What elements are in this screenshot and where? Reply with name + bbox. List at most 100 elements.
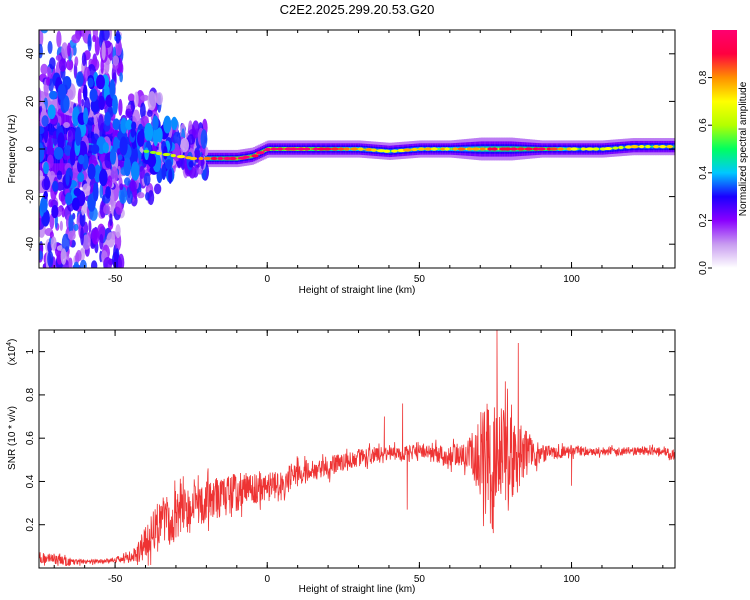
spectrogram-cell [87,163,96,180]
spectrogram-cell [56,170,63,180]
spectrogram-cell [125,108,133,119]
spectrogram-cell [618,145,624,150]
x-tick-label: -50 [108,274,123,285]
spectrogram-cell [283,148,286,150]
spectrogram-cell [60,248,67,265]
spectrogram-cell [200,129,208,149]
colorbar-tick-label: 0.0 [698,261,709,275]
spectrogram-cell [623,146,626,149]
spectrogram-cell [490,147,498,151]
spectrogram-cell [40,63,48,75]
spectrogram-cell [39,30,44,47]
colorbar-tick-label: 0.2 [698,213,709,227]
spectrogram-cell [118,186,128,204]
spectrogram-cell [46,66,52,78]
spectrogram-cell [502,147,512,151]
spectrogram-cell [153,183,162,195]
spectrogram-cell [61,42,69,59]
spectrogram-cell [311,148,315,150]
spectrogram-cell [255,151,265,155]
spectrogram-cell [94,36,101,56]
spectrogram-cell [350,147,359,151]
spectrogram-cell [313,147,319,151]
spectrogram-cell [115,200,123,215]
spectrogram-cell [557,147,564,151]
spectrogram-cell [147,190,155,206]
snr-ticks: -50 0 50 100 0.2 0.4 0.6 0.8 1 [25,330,675,585]
y-tick-label: 0 [25,146,36,152]
spectrogram-cell [140,94,150,102]
y-tick-label: 1 [25,348,36,354]
spectrogram-cell [109,78,116,99]
spectrogram-cell [39,170,44,181]
spectrogram-cell [80,226,84,246]
spectrogram-cell [452,147,458,151]
x-tick-label: 50 [414,274,426,285]
spectrogram-cell [95,74,105,90]
spectrogram-cell [63,122,70,129]
spectrogram-cell [90,260,98,268]
spectrogram-cell [664,145,668,148]
spectrogram-cell [323,147,332,151]
x-tick-label: 100 [563,574,580,585]
snr-frame [38,329,676,569]
spectrogram-cell [562,148,566,150]
spectrogram-cell [171,116,178,131]
spectrogram-cell [99,184,104,199]
spectrogram-cell [59,157,64,171]
spectrogram-cell [471,147,480,151]
spectrogram-cell [143,149,150,153]
spectrogram-cell [68,257,73,268]
spectrogram-cell [50,236,57,251]
spectrogram-cell [303,147,310,151]
spectrogram-cell [437,148,440,150]
spectrogram-cell [330,147,339,151]
spectrogram-cell [188,160,194,168]
spectrogram-cell [64,139,67,149]
spectrogram-cell [72,106,80,127]
spectrogram-cell [119,136,128,156]
spectrogram-cell [82,183,91,195]
spectrogram-cell [165,159,172,170]
spectrogram-cell [612,146,619,150]
spectrogram-cell [139,128,145,147]
spectrogram-cell [509,147,518,151]
spectrogram-cell [88,220,92,233]
spectrogram-cell [106,232,116,248]
spectrogram-cell [338,147,345,151]
snr-line [39,330,675,566]
snr-scale-label: (x104) [6,339,18,366]
spectrogram-cell [376,149,386,153]
x-tick-label: -50 [108,574,123,585]
spectrogram-cell [643,145,646,148]
spectrogram-cell [242,155,250,159]
spectrogram-cell [145,192,150,201]
spectrogram-cell [39,250,43,261]
spectrogram-cell [115,224,121,239]
spectrogram-ticks: -50 0 50 100 -40 -20 0 20 40 [25,30,675,285]
x-tick-label: 50 [414,574,426,585]
spectrogram-cell [41,30,48,34]
spectrogram-cell [517,147,525,151]
snr-scale-prefix: (x10 [7,345,18,365]
spectrogram-cell [55,54,62,61]
spectrogram-cell [39,43,43,59]
spectrogram-cell [75,71,84,87]
colorbar: 0.0 0.2 0.4 0.6 0.8 Normalized spectral ampl… [698,30,749,275]
spectrogram-cell [78,154,85,165]
spectrogram-cell [40,196,48,213]
spectrogram-cell [449,148,452,150]
spectrogram-cell [131,121,137,131]
spectrogram-cell [249,155,253,158]
spectrogram-cell [343,147,350,151]
spectrogram-cell [104,152,112,169]
spectrogram-cell [57,83,67,101]
spectrogram-cell [89,88,98,102]
spectrogram-cell [125,119,133,130]
spectrogram-cell [76,249,82,262]
spectrogram-xlabel: Height of straight line (km) [299,285,416,296]
spectrogram-cell [43,161,49,175]
spectrogram-cell [585,147,595,151]
spectrogram-panel: -50 0 50 100 -40 -20 0 20 40 Height of straight … [7,29,676,296]
spectrogram-cell [236,157,239,160]
